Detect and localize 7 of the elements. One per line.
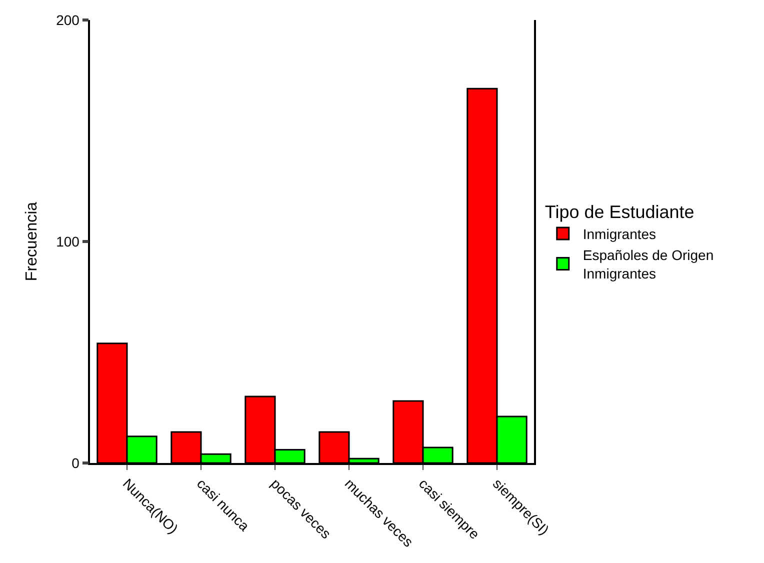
legend-title: Tipo de Estudiante [544,202,694,222]
y-axis-title: Frecuencia [23,202,40,282]
legend-label: Inmigrantes [582,226,656,242]
y-tick-label: 200 [56,12,80,28]
y-tick-label: 0 [72,454,80,471]
y-tick-label: 100 [56,233,80,250]
legend-label: Españoles de Origen Inmigrantes [582,247,714,282]
